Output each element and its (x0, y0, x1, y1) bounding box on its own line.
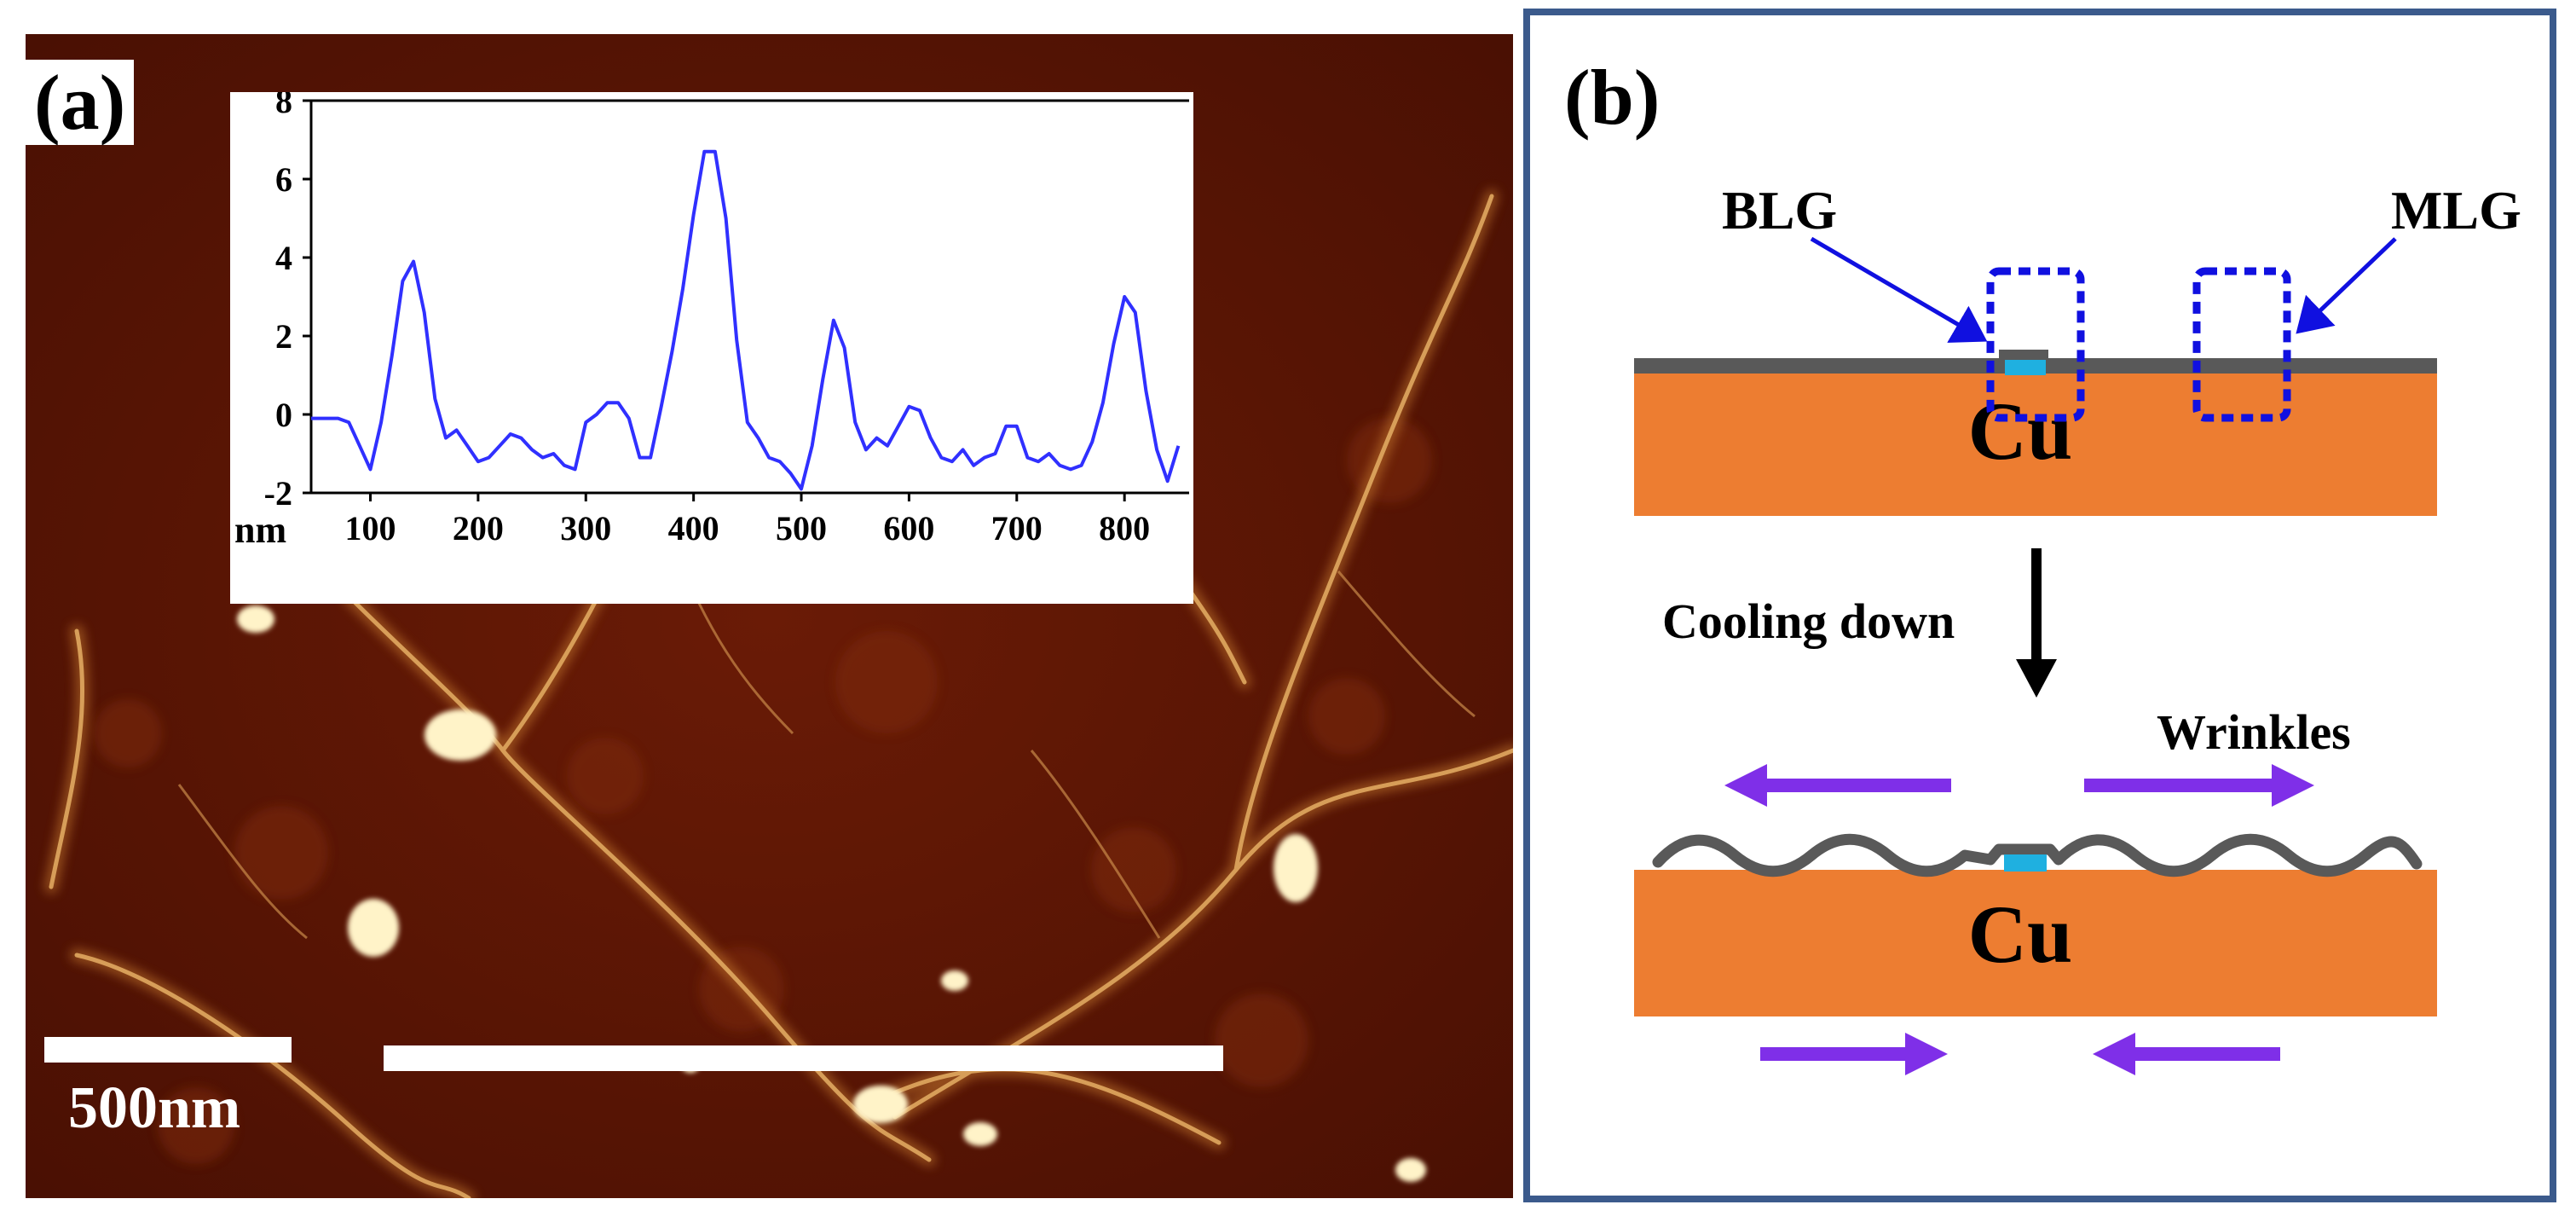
mlg-label: MLG (2391, 180, 2521, 240)
x-axis-label: nm (234, 509, 286, 551)
x-tick-label: 700 (991, 509, 1043, 547)
cu-label-bottom: Cu (1968, 889, 2073, 980)
x-tick-label: 500 (776, 509, 827, 547)
wrinkled-graphene (1652, 833, 2423, 877)
blg-second-layer (1999, 350, 2048, 360)
y-tick-label: 6 (275, 160, 292, 199)
right-compression-arrow-head (2093, 1033, 2135, 1075)
copper-substrate-top (1634, 369, 2437, 516)
y-tick-label: 0 (275, 396, 292, 434)
mlg-dashed-box (2192, 267, 2291, 422)
left-compression-arrow-head (1905, 1033, 1948, 1075)
afm-image-panel: (a) 8 6 4 2 0 -2 100 200 300 400 500 600 700 800 nm 50… (26, 34, 1513, 1198)
height-profile-line (311, 149, 1181, 491)
mlg-pointer-arrow (2296, 237, 2397, 334)
blg-pointer-arrow (1810, 236, 1988, 343)
height-profile-inset: 8 6 4 2 0 -2 100 200 300 400 500 600 700 800 nm (230, 82, 1193, 604)
x-tick-label: 100 (345, 509, 396, 547)
y-tick-label: 4 (275, 239, 292, 277)
y-tick-label: -2 (264, 474, 292, 513)
right-expansion-arrow-head (2272, 764, 2314, 807)
blg-label: BLG (1722, 180, 1837, 240)
scale-bar (44, 1037, 292, 1063)
cu-label-top: Cu (1968, 385, 2073, 477)
cooling-down-label: Cooling down (1662, 594, 1955, 649)
y-tick-label: 2 (275, 317, 292, 356)
y-tick-label: 8 (275, 92, 292, 120)
height-profile-chart: 8 6 4 2 0 -2 100 200 300 400 500 600 700 800 nm (234, 82, 1189, 551)
blg-dashed-box (1986, 267, 2085, 422)
copper-substrate-bottom (1634, 870, 2437, 1016)
panel-b-label: (b) (1564, 54, 1661, 141)
blg-region-bottom (2004, 854, 2047, 872)
blg-region (2005, 360, 2046, 375)
x-tick-label: 600 (883, 509, 934, 547)
x-tick-label: 400 (668, 509, 719, 547)
wrinkle-formation-schematic: Cu BLG MLG Cooling down Wrinkles Cu (1634, 180, 2521, 1075)
scale-bar-label: 500nm (68, 1075, 241, 1141)
x-tick-label: 300 (560, 509, 611, 547)
cooling-arrow-head (2016, 659, 2057, 698)
left-expansion-arrow-head (1724, 764, 1767, 807)
schematic-panel: (b) Cu BLG MLG Cooling down Wrinkles (1523, 9, 2556, 1202)
x-tick-label: 200 (453, 509, 504, 547)
profile-line-marker (384, 1045, 1223, 1071)
wrinkles-label: Wrinkles (2157, 704, 2351, 760)
panel-a-label: (a) (26, 60, 135, 145)
x-tick-label: 800 (1099, 509, 1150, 547)
